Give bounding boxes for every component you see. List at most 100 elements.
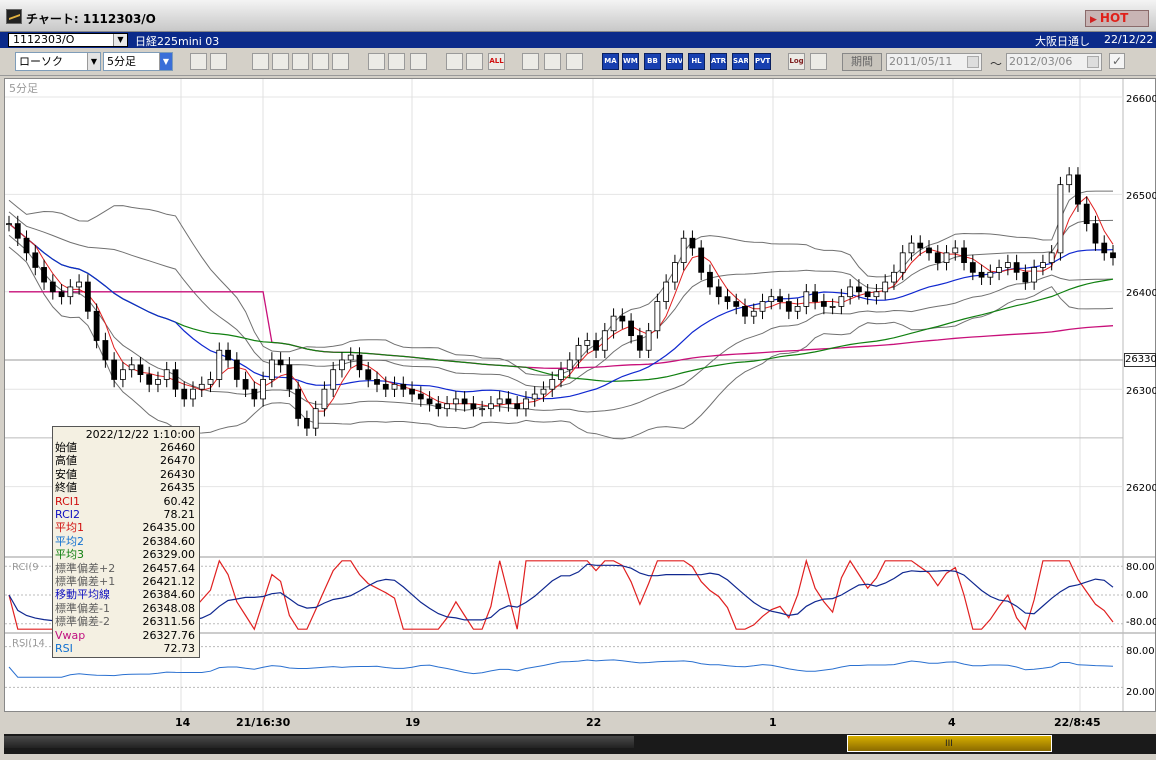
candle-body xyxy=(768,296,775,302)
settings-icon[interactable] xyxy=(522,53,539,70)
scroll-thumb[interactable]: III xyxy=(847,735,1052,752)
date-to-field[interactable]: 2012/03/06 xyxy=(1006,53,1102,71)
candle-body xyxy=(391,383,398,390)
line-icon[interactable] xyxy=(368,53,385,70)
interval-select[interactable]: 5分足 ▼ xyxy=(103,52,173,71)
candle-body xyxy=(593,340,599,351)
candle-body xyxy=(172,369,179,390)
candle-body xyxy=(58,291,65,298)
candle-body xyxy=(374,379,380,385)
data-window-label: RSI xyxy=(55,642,73,655)
period-checkbox[interactable]: ✓ xyxy=(1109,53,1125,69)
rsi-panel-label: RSI(14 xyxy=(12,638,45,649)
candle-body xyxy=(461,398,468,405)
x-axis xyxy=(4,712,1156,734)
interval-label: 5分足 xyxy=(9,82,38,95)
toolbar-env-button[interactable]: ENV xyxy=(666,53,683,70)
draw-fan-icon[interactable] xyxy=(312,53,329,70)
chart-type-select[interactable]: ローソク ▼ xyxy=(15,52,101,71)
draw-fib-icon[interactable] xyxy=(272,53,289,70)
rci-axis-label: 80.00 xyxy=(1126,562,1155,573)
data-window-row: 標準偏差-2 26311.56 xyxy=(55,615,195,628)
toolbar-ma-button[interactable]: MA xyxy=(602,53,619,70)
candle-body xyxy=(426,398,433,405)
grip-icon: III xyxy=(945,739,953,749)
hot-button[interactable]: ▶ HOT xyxy=(1085,10,1149,27)
toolbar-wma-button[interactable]: WMA xyxy=(622,53,639,70)
scroll-track[interactable] xyxy=(4,736,634,748)
toolbar-all-button[interactable]: ALL xyxy=(488,53,505,70)
data-window-row: 標準偏差-1 26348.08 xyxy=(55,602,195,615)
calendar-icon[interactable] xyxy=(967,56,979,68)
data-window-row: Vwap 26327.76 xyxy=(55,629,195,642)
symbol-code-select[interactable]: 1112303/O ▼ xyxy=(8,33,128,47)
data-window-value: 26384.60 xyxy=(142,534,196,548)
candle-body xyxy=(417,393,424,400)
candle-body xyxy=(1031,267,1038,283)
x-axis-label: 21/16:30 xyxy=(236,716,291,729)
candle-body xyxy=(1092,223,1099,244)
chevron-down-icon[interactable]: ▼ xyxy=(113,34,127,46)
data-window-label: RCI1 xyxy=(55,494,81,508)
data-window-value: 26435.00 xyxy=(142,521,196,535)
candle-body xyxy=(400,383,407,390)
candle-body xyxy=(882,281,889,293)
y-axis-label: 26500 xyxy=(1126,191,1156,202)
candle-body xyxy=(260,379,266,400)
candle-body xyxy=(584,340,591,346)
draw-line-icon[interactable] xyxy=(292,53,309,70)
candle-body xyxy=(978,271,985,278)
toolbar-log-button[interactable]: Log xyxy=(788,53,805,70)
candle-body xyxy=(444,403,450,410)
data-window-row: 終値 26435 xyxy=(55,481,195,494)
erase-icon[interactable] xyxy=(332,53,349,70)
data-window-label: 高値 xyxy=(55,454,77,468)
symbol-code: 1112303/O xyxy=(13,33,75,46)
toolbar-pvt-button[interactable]: PVT xyxy=(754,53,771,70)
candle-body xyxy=(996,267,1002,273)
candle-body xyxy=(67,286,74,298)
candle-body xyxy=(225,349,231,361)
cross-icon[interactable] xyxy=(210,53,227,70)
period-button[interactable]: 期間 xyxy=(842,53,882,71)
bar-split-icon[interactable] xyxy=(466,53,483,70)
candle-body xyxy=(409,388,415,395)
horizontal-scrollbar[interactable]: III xyxy=(4,734,1156,754)
data-window-value: 26435 xyxy=(160,481,195,495)
toolbar-bb-button[interactable]: BB xyxy=(644,53,661,70)
wrench-icon[interactable] xyxy=(544,53,561,70)
cursor-icon[interactable] xyxy=(388,53,405,70)
date-from-field[interactable]: 2011/05/11 xyxy=(886,53,982,71)
zoom-icon[interactable] xyxy=(190,53,207,70)
candle-body xyxy=(523,398,529,410)
export-icon[interactable] xyxy=(810,53,827,70)
candle-body xyxy=(382,383,389,390)
candle-body xyxy=(672,262,678,283)
data-window-row: 高値 26470 xyxy=(55,454,195,467)
redo-icon[interactable] xyxy=(410,53,427,70)
candle-body xyxy=(689,237,696,249)
toolbar-sar-button[interactable]: SAR xyxy=(732,53,749,70)
x-axis-label: 14 xyxy=(175,716,191,729)
candle-body xyxy=(628,320,634,337)
candle-body xyxy=(785,301,792,312)
candle-body xyxy=(610,315,617,332)
toolbar-atr-button[interactable]: ATR xyxy=(710,53,727,70)
data-window-row: 標準偏差+1 26421.12 xyxy=(55,575,195,588)
candle-body xyxy=(32,252,39,268)
draw-trend-icon[interactable] xyxy=(252,53,269,70)
data-window-value: 60.42 xyxy=(163,494,196,508)
palette-icon[interactable] xyxy=(566,53,583,70)
candle-body xyxy=(488,403,494,410)
market-date: 22/12/22 xyxy=(1104,33,1154,46)
market-name: 大阪日通し xyxy=(1035,35,1090,48)
bar-width-icon[interactable] xyxy=(446,53,463,70)
calendar-icon[interactable] xyxy=(1087,56,1099,68)
data-window-value: 26460 xyxy=(160,441,195,454)
candle-body xyxy=(601,330,608,351)
date-from-value: 2011/05/11 xyxy=(889,55,953,68)
data-window-row: 移動平均線 26384.60 xyxy=(55,588,195,601)
data-window-label: 終値 xyxy=(55,481,77,495)
toolbar-hl-button[interactable]: HL xyxy=(688,53,705,70)
candle-body xyxy=(873,291,880,298)
